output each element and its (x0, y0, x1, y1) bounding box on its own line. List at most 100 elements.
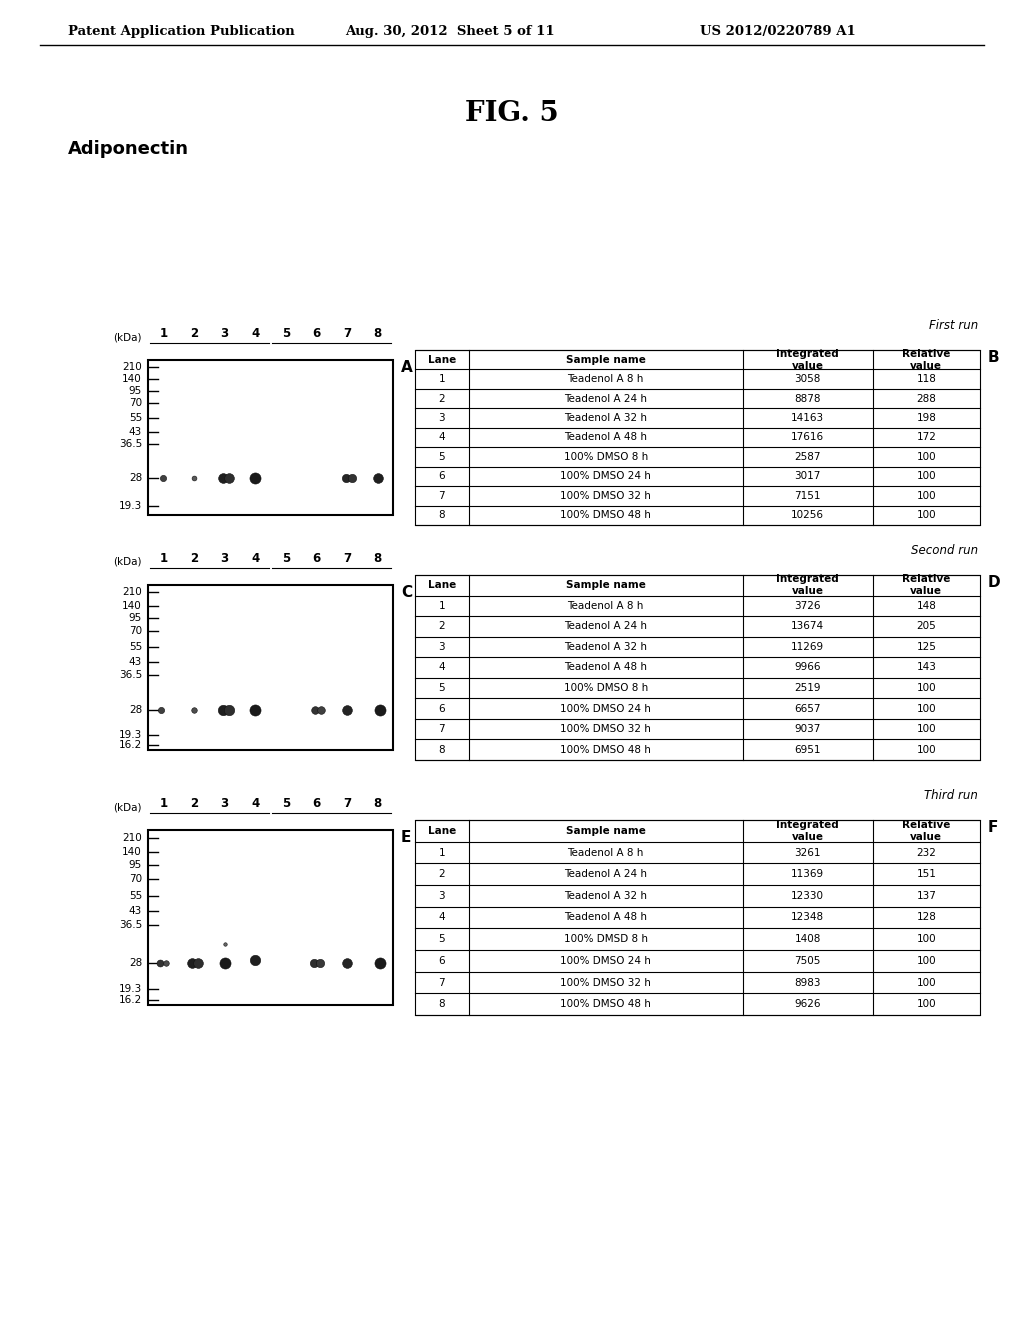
Text: 205: 205 (916, 622, 936, 631)
Text: Adiponectin: Adiponectin (68, 140, 189, 158)
Text: 8878: 8878 (795, 393, 821, 404)
Text: 2: 2 (438, 622, 445, 631)
Text: 19.3: 19.3 (119, 985, 142, 994)
Text: B: B (988, 350, 999, 366)
Text: Teadenol A 48 h: Teadenol A 48 h (564, 912, 647, 923)
Text: 7: 7 (343, 552, 351, 565)
Text: 16.2: 16.2 (119, 741, 142, 750)
Text: 1: 1 (160, 797, 167, 810)
Text: (kDa): (kDa) (114, 803, 142, 812)
Text: 100% DMSO 8 h: 100% DMSO 8 h (563, 451, 648, 462)
Text: 140: 140 (122, 375, 142, 384)
Text: 4: 4 (438, 912, 445, 923)
Text: 148: 148 (916, 601, 936, 611)
Text: 100% DMSO 32 h: 100% DMSO 32 h (560, 725, 651, 734)
Text: 6: 6 (438, 956, 445, 966)
Text: 3261: 3261 (795, 847, 821, 858)
Text: 100: 100 (916, 511, 936, 520)
Text: 7505: 7505 (795, 956, 821, 966)
Text: 100% DMSO 48 h: 100% DMSO 48 h (560, 511, 651, 520)
Text: 7: 7 (438, 491, 445, 500)
Text: US 2012/0220789 A1: US 2012/0220789 A1 (700, 25, 856, 38)
Text: 100: 100 (916, 471, 936, 482)
Text: 3: 3 (220, 552, 228, 565)
Text: 7: 7 (343, 327, 351, 341)
Text: 100: 100 (916, 704, 936, 714)
Text: 288: 288 (916, 393, 936, 404)
Text: 5: 5 (282, 327, 290, 341)
Text: (kDa): (kDa) (114, 557, 142, 568)
Text: Teadenol A 32 h: Teadenol A 32 h (564, 413, 647, 422)
Text: 19.3: 19.3 (119, 502, 142, 511)
Text: 100% DMSO 32 h: 100% DMSO 32 h (560, 491, 651, 500)
Text: 95: 95 (129, 385, 142, 396)
Text: 143: 143 (916, 663, 936, 672)
Text: 1: 1 (160, 552, 167, 565)
Text: 100% DMSO 24 h: 100% DMSO 24 h (560, 956, 651, 966)
Text: 7: 7 (343, 797, 351, 810)
Text: 4: 4 (251, 797, 259, 810)
Text: 1: 1 (438, 601, 445, 611)
Text: 5: 5 (282, 797, 290, 810)
Text: 3058: 3058 (795, 374, 821, 384)
Text: 5: 5 (438, 451, 445, 462)
Text: 12330: 12330 (792, 891, 824, 900)
Text: 3: 3 (438, 413, 445, 422)
Text: 6951: 6951 (795, 744, 821, 755)
Text: E: E (401, 830, 412, 845)
Text: Teadenol A 8 h: Teadenol A 8 h (567, 847, 644, 858)
Text: 125: 125 (916, 642, 936, 652)
Text: 95: 95 (129, 861, 142, 870)
Text: 36.5: 36.5 (119, 440, 142, 450)
Text: Teadenol A 24 h: Teadenol A 24 h (564, 393, 647, 404)
Text: C: C (401, 585, 412, 601)
Text: 2: 2 (189, 797, 198, 810)
Text: 8: 8 (374, 552, 382, 565)
Text: 100% DMSO 8 h: 100% DMSO 8 h (563, 682, 648, 693)
Text: 13674: 13674 (792, 622, 824, 631)
Bar (415, 576, 980, 760)
Text: 9037: 9037 (795, 725, 821, 734)
Text: 100: 100 (916, 451, 936, 462)
Text: Patent Application Publication: Patent Application Publication (68, 25, 295, 38)
Text: Teadenol A 48 h: Teadenol A 48 h (564, 663, 647, 672)
Text: 140: 140 (122, 847, 142, 857)
Text: Teadenol A 24 h: Teadenol A 24 h (564, 869, 647, 879)
Text: 137: 137 (916, 891, 936, 900)
Text: 19.3: 19.3 (119, 730, 142, 741)
Text: 100% DMSO 48 h: 100% DMSO 48 h (560, 744, 651, 755)
Bar (415, 350, 980, 525)
Text: 70: 70 (129, 874, 142, 884)
Text: 3: 3 (220, 327, 228, 341)
Text: 100: 100 (916, 682, 936, 693)
Text: 3: 3 (438, 891, 445, 900)
Text: 43: 43 (129, 428, 142, 437)
Text: 3726: 3726 (795, 601, 821, 611)
Text: 172: 172 (916, 433, 936, 442)
Text: 210: 210 (122, 362, 142, 372)
Text: 100: 100 (916, 744, 936, 755)
Text: 7: 7 (438, 978, 445, 987)
Text: 11269: 11269 (792, 642, 824, 652)
Text: 232: 232 (916, 847, 936, 858)
Text: Lane: Lane (428, 355, 456, 364)
Bar (148, 830, 393, 1005)
Text: 3017: 3017 (795, 471, 821, 482)
Text: 100% DMSD 8 h: 100% DMSD 8 h (563, 935, 648, 944)
Text: Lane: Lane (428, 826, 456, 836)
Text: Relative
value: Relative value (902, 574, 950, 597)
Text: 17616: 17616 (792, 433, 824, 442)
Text: 2: 2 (438, 393, 445, 404)
Text: 6: 6 (312, 327, 321, 341)
Text: 2587: 2587 (795, 451, 821, 462)
Text: 11369: 11369 (792, 869, 824, 879)
Text: Sample name: Sample name (565, 826, 645, 836)
Text: 100% DMSO 32 h: 100% DMSO 32 h (560, 978, 651, 987)
Text: 1: 1 (160, 327, 167, 341)
Text: 118: 118 (916, 374, 936, 384)
Text: 100% DMSO 48 h: 100% DMSO 48 h (560, 999, 651, 1010)
Bar (415, 820, 980, 1015)
Text: F: F (988, 820, 998, 836)
Text: A: A (401, 360, 413, 375)
Text: 95: 95 (129, 612, 142, 623)
